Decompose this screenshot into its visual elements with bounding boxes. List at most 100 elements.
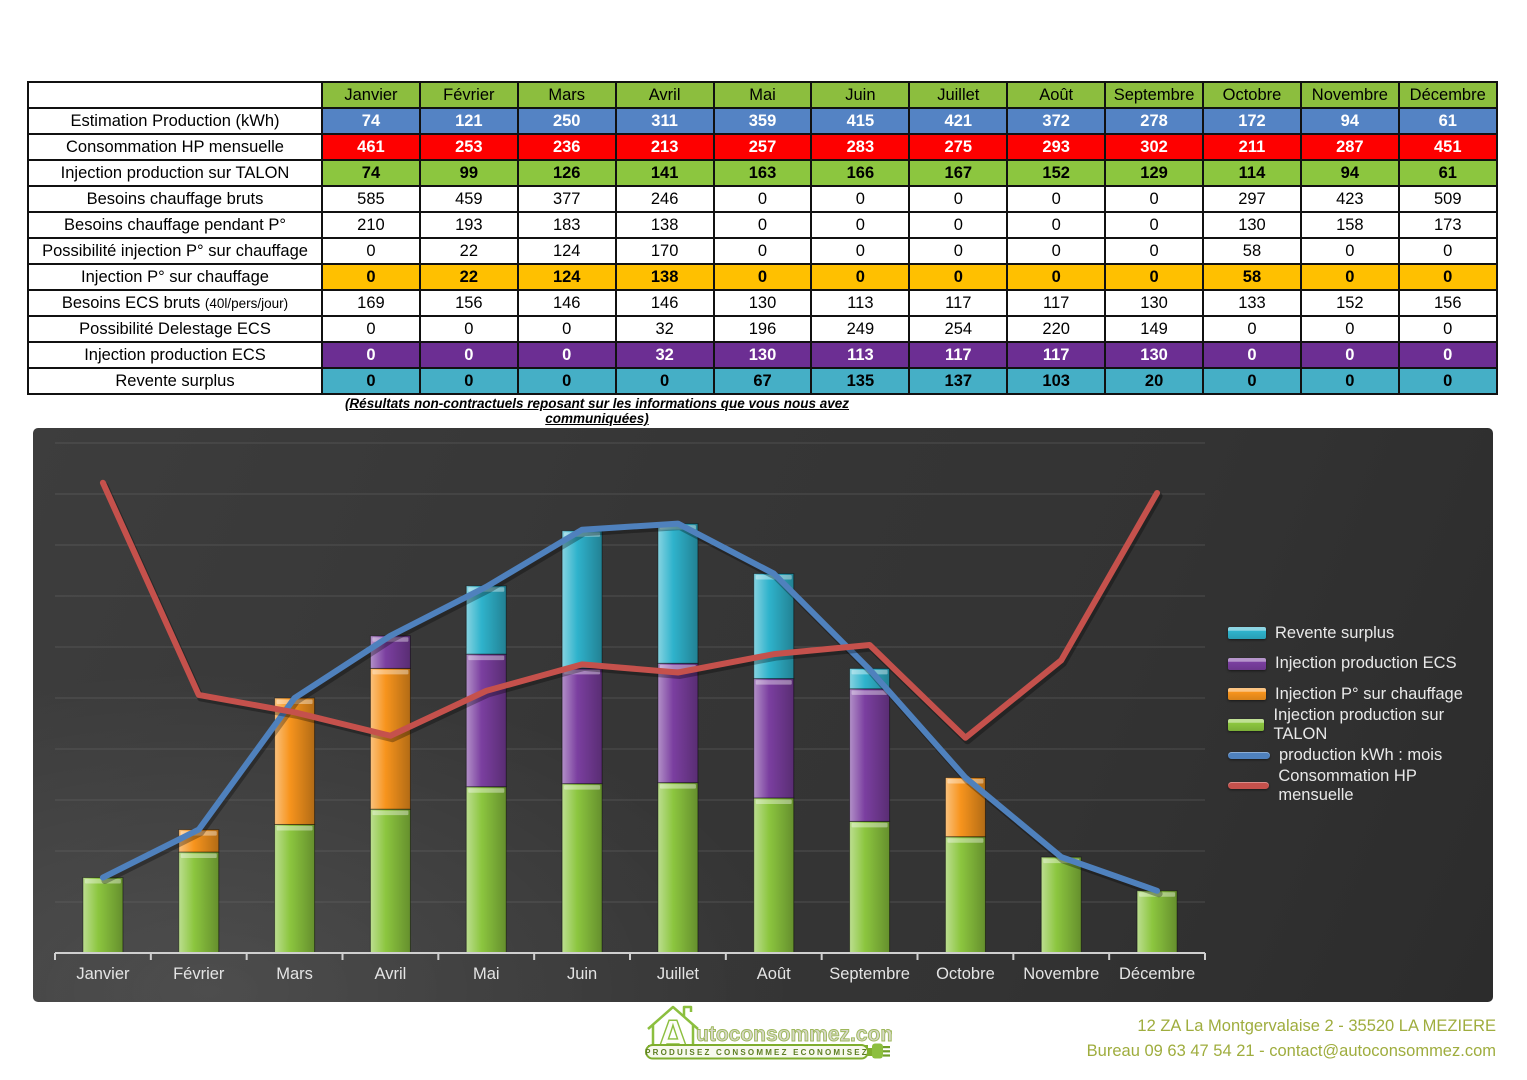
table-cell: 146 (516, 289, 617, 317)
contact-address: 12 ZA La Montgervalaise 2 - 35520 LA MEZ… (1137, 1017, 1496, 1035)
bar-segment-highlight (84, 879, 121, 884)
table-cell: 0 (810, 237, 911, 265)
table-cell: 0 (1299, 367, 1400, 395)
table-cell: 0 (908, 263, 1009, 291)
monthly-data-table: Janvier Février Mars Avril Mai Juin Juillet Aoû… (27, 81, 1498, 395)
table-cell: 236 (516, 133, 617, 161)
legend-item: Injection P° sur chauffage (1228, 679, 1493, 710)
bar-segment-highlight (947, 838, 984, 843)
row-label: Injection production sur TALON (27, 159, 323, 187)
production-chart: Janvier Février Mars Avril Mai Juin Juillet Aoû… (33, 428, 1493, 1002)
bar-segment-highlight (180, 853, 217, 859)
bar-segment (369, 667, 411, 810)
table-cell: 0 (1202, 341, 1302, 369)
table-cell: 135 (810, 367, 911, 395)
chart-legend: Revente surplus Injection production ECS I… (1228, 618, 1493, 804)
table-cell: 117 (1006, 341, 1107, 369)
table-cell: 0 (1006, 185, 1107, 213)
table-cell: 0 (321, 315, 421, 343)
table-cell: 137 (908, 367, 1009, 395)
table-cell: 0 (810, 263, 911, 291)
table-cell: 117 (908, 341, 1009, 369)
table-cell: 0 (321, 341, 421, 369)
table-cell: 0 (1104, 211, 1205, 239)
logo-graphic: A utoconsommez.com PRODUISEZ CONSOMMEZ E… (645, 1005, 899, 1063)
table-cell: 275 (908, 133, 1009, 161)
month-header: Octobre (1202, 81, 1302, 109)
legend-bar-swatch (1228, 657, 1266, 670)
table-cell: 94 (1299, 107, 1400, 135)
legend-label: Revente surplus (1275, 623, 1395, 642)
bar-segment (1136, 890, 1178, 954)
table-cell: 117 (908, 289, 1009, 317)
table-row-besoins-chauffage-bruts: Besoins chauffage bruts 585 459 377 246 0 0 0 0 0… (27, 185, 1498, 213)
row-label: Consommation HP mensuelle (27, 133, 323, 161)
table-cell: 22 (418, 237, 519, 265)
legend-item: production kWh : mois (1228, 740, 1493, 771)
autoconsommez-logo: A utoconsommez.com PRODUISEZ CONSOMMEZ E… (640, 1002, 899, 1063)
month-label: Janvier (76, 965, 130, 983)
table-cell: 133 (1202, 289, 1302, 317)
month-label: Avril (375, 965, 407, 983)
table-cell: 0 (712, 237, 813, 265)
table-cell: 130 (712, 341, 813, 369)
table-cell: 211 (1202, 133, 1302, 161)
table-cell: 0 (712, 185, 813, 213)
table-row-besoins-ecs-bruts: Besoins ECS bruts (40l/pers/jour) 169 156 1… (27, 289, 1498, 317)
month-label: Octobre (936, 965, 995, 983)
logo-tagline: PRODUISEZ CONSOMMEZ ECONOMISEZ (645, 1048, 869, 1057)
table-row-possibilite-delestage-ecs: Possibilité Delestage ECS 0 0 0 32 196 249 254 2… (27, 315, 1498, 343)
bar-segment-highlight (564, 785, 601, 790)
month-label: Août (757, 965, 791, 983)
table-cell: 0 (908, 211, 1009, 239)
table-cell: 74 (321, 159, 421, 187)
table-cell: 0 (908, 185, 1009, 213)
bar-segment (465, 653, 507, 788)
table-row-injection-p-chauffage: Injection P° sur chauffage 0 22 124 138 0 0 0 0 0… (27, 263, 1498, 291)
table-cell: 61 (1397, 107, 1498, 135)
table-cell: 121 (418, 107, 519, 135)
bar-segment-highlight (372, 810, 409, 816)
table-cell: 359 (712, 107, 813, 135)
row-label: Besoins chauffage bruts (27, 185, 323, 213)
chart-canvas: Janvier Février Mars Avril Mai Juin Juillet Aoû… (54, 442, 1206, 983)
table-cell: 0 (614, 367, 715, 395)
table-cell: 94 (1299, 159, 1400, 187)
month-label: Juin (567, 965, 597, 983)
row-label: Besoins chauffage pendant P° (27, 211, 323, 239)
table-cell: 0 (516, 341, 617, 369)
table-cell: 0 (1104, 263, 1205, 291)
table-cell: 152 (1006, 159, 1107, 187)
month-header: Août (1006, 81, 1107, 109)
month-header: Janvier (321, 81, 421, 109)
row-label: Estimation Production (kWh) (27, 107, 323, 135)
bar-segment (657, 523, 699, 664)
row-label: Injection production ECS (27, 341, 323, 369)
bar-segment (82, 877, 124, 954)
bar-segment-highlight (755, 680, 792, 685)
table-cell: 372 (1006, 107, 1107, 135)
month-header: Mai (712, 81, 813, 109)
bar-segment-highlight (659, 784, 696, 789)
table-cell: 129 (1104, 159, 1205, 187)
row-label: Possibilité Delestage ECS (27, 315, 323, 343)
month-header: Mars (516, 81, 617, 109)
table-cell: 113 (810, 289, 911, 317)
legend-label: Consommation HP mensuelle (1278, 766, 1417, 804)
table-cell: 415 (810, 107, 911, 135)
table-corner-cell (27, 81, 323, 109)
table-cell: 210 (321, 211, 421, 239)
table-cell: 278 (1104, 107, 1205, 135)
table-cell: 146 (614, 289, 715, 317)
bar-segment (657, 662, 699, 784)
table-cell: 246 (614, 185, 715, 213)
table-cell: 32 (614, 315, 715, 343)
table-cell: 156 (1397, 289, 1498, 317)
table-cell: 0 (1006, 263, 1107, 291)
month-label: Mars (276, 965, 313, 983)
table-cell: 74 (321, 107, 421, 135)
month-label: Mai (473, 965, 500, 983)
table-cell: 0 (418, 367, 519, 395)
table-cell: 0 (1202, 367, 1302, 395)
